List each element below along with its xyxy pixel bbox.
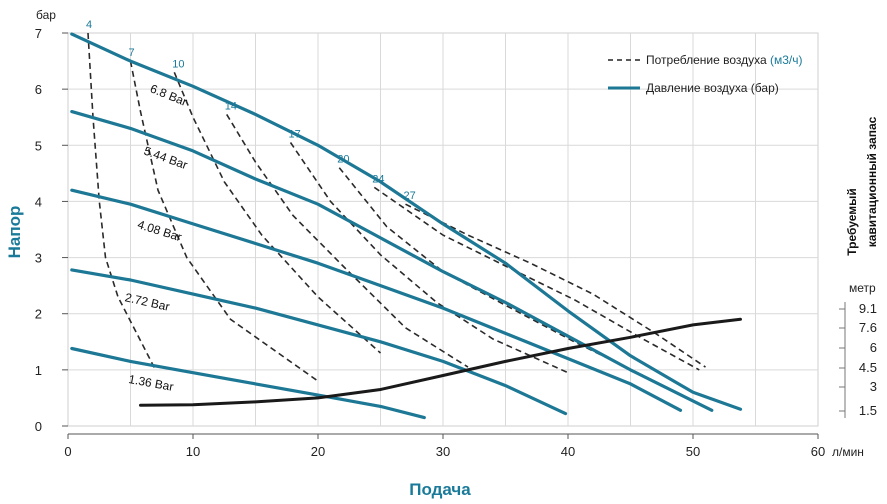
pressure-curve-2_72-Bar bbox=[70, 268, 568, 416]
pressure-curve-1_36-Bar bbox=[70, 346, 426, 420]
y-tick-label: 6 bbox=[35, 82, 42, 97]
npsh-curve bbox=[139, 317, 742, 407]
consumption-curve-14 bbox=[226, 113, 469, 368]
npsh-axis: 1.5 3 4.5 6 7.6 9.1 bbox=[839, 301, 877, 418]
npsh-tick-label: 3 bbox=[870, 379, 877, 394]
legend: Потребление воздуха (м3/ч) Давление возд… bbox=[608, 53, 803, 95]
x-tick-label: 50 bbox=[686, 444, 700, 459]
npsh-title-line1: Требуемый bbox=[845, 188, 859, 256]
x-tick-label: 0 bbox=[64, 444, 71, 459]
y-tick-label: 1 bbox=[35, 363, 42, 378]
x-axis-ticks: 0 10 20 30 40 50 60 bbox=[64, 434, 825, 459]
legend-consumption-label: Потребление воздуха (м3/ч) bbox=[646, 53, 803, 67]
consumption-curve-24 bbox=[373, 186, 700, 371]
consumption-label-4: 4 bbox=[86, 19, 92, 31]
x-unit-label: л/мин bbox=[832, 445, 864, 459]
legend-consumption-unit: (м3/ч) bbox=[770, 53, 803, 67]
y-tick-label: 3 bbox=[35, 251, 42, 266]
consumption-curve-4 bbox=[87, 32, 157, 371]
consumption-curve-7 bbox=[129, 60, 319, 382]
npsh-curve-group bbox=[139, 317, 742, 407]
x-axis-title: Подача bbox=[409, 480, 471, 499]
consumption-label-10: 10 bbox=[172, 58, 184, 70]
x-tick-label: 60 bbox=[811, 444, 825, 459]
npsh-tick-label: 1.5 bbox=[859, 403, 877, 418]
x-tick-label: 10 bbox=[186, 444, 200, 459]
consumption-curve-27 bbox=[405, 203, 706, 368]
y-axis-ticks: 0 1 2 3 4 5 6 7 bbox=[35, 26, 68, 434]
consumption-curve-17 bbox=[289, 142, 569, 374]
npsh-tick-label: 4.5 bbox=[859, 360, 877, 375]
npsh-title-line2: кавитационный запас bbox=[865, 116, 879, 247]
npsh-tick-label: 9.1 bbox=[859, 301, 877, 316]
y-tick-label: 2 bbox=[35, 307, 42, 322]
consumption-label-7: 7 bbox=[129, 47, 135, 59]
y-unit-label: бар bbox=[36, 8, 56, 22]
y-axis-title: Напор bbox=[5, 206, 24, 259]
npsh-unit-label: метр bbox=[849, 281, 876, 295]
legend-pressure-label: Давление воздуха (бар) bbox=[646, 81, 779, 95]
y-tick-label: 5 bbox=[35, 138, 42, 153]
y-tick-label: 0 bbox=[35, 419, 42, 434]
pressure-curve-4_08-Bar bbox=[70, 188, 683, 412]
npsh-tick-label: 6 bbox=[870, 340, 877, 355]
legend-consumption-text: Потребление воздуха bbox=[646, 53, 767, 67]
npsh-tick-label: 7.6 bbox=[859, 320, 877, 335]
x-tick-label: 20 bbox=[311, 444, 325, 459]
y-tick-label: 4 bbox=[35, 194, 42, 209]
pressure-curve-5_44-Bar bbox=[70, 110, 714, 412]
y-tick-label: 7 bbox=[35, 26, 42, 41]
x-tick-label: 40 bbox=[561, 444, 575, 459]
pressure-curve-6_8-Bar bbox=[70, 32, 743, 411]
x-tick-label: 30 bbox=[436, 444, 450, 459]
consumption-curve-10 bbox=[173, 71, 382, 354]
